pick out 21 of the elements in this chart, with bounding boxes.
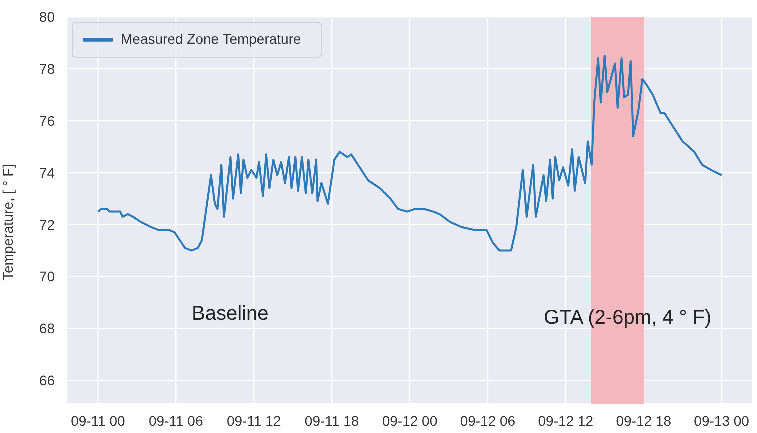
annotation: Baseline bbox=[192, 303, 269, 326]
y-tick-label: 80 bbox=[39, 8, 56, 25]
band-label: GTA (2-6pm, 4 ° F) bbox=[544, 307, 712, 329]
y-tick-label: 76 bbox=[39, 112, 56, 129]
y-tick-label: 72 bbox=[39, 216, 56, 233]
x-tick-label: 09-11 18 bbox=[304, 412, 360, 429]
x-tick-label: 09-11 12 bbox=[226, 412, 282, 429]
x-tick-label: 09-12 00 bbox=[382, 412, 438, 429]
x-tick-label: 09-11 00 bbox=[71, 412, 126, 429]
x-tick-label: 09-12 18 bbox=[616, 412, 672, 429]
y-tick-label: 68 bbox=[39, 320, 56, 337]
y-tick-label: 74 bbox=[39, 164, 56, 181]
x-tick-label: 09-12 12 bbox=[538, 412, 594, 429]
y-tick-label: 78 bbox=[39, 60, 56, 77]
x-tick-label: 09-12 06 bbox=[460, 412, 516, 429]
y-axis-title: Temperature, [ ° F] bbox=[0, 164, 16, 280]
x-tick-label: 09-11 06 bbox=[149, 412, 204, 429]
x-tick-label: 09-13 00 bbox=[694, 412, 750, 429]
legend-label: Measured Zone Temperature bbox=[121, 30, 302, 47]
y-tick-label: 70 bbox=[39, 268, 56, 285]
y-tick-label: 66 bbox=[39, 372, 56, 389]
